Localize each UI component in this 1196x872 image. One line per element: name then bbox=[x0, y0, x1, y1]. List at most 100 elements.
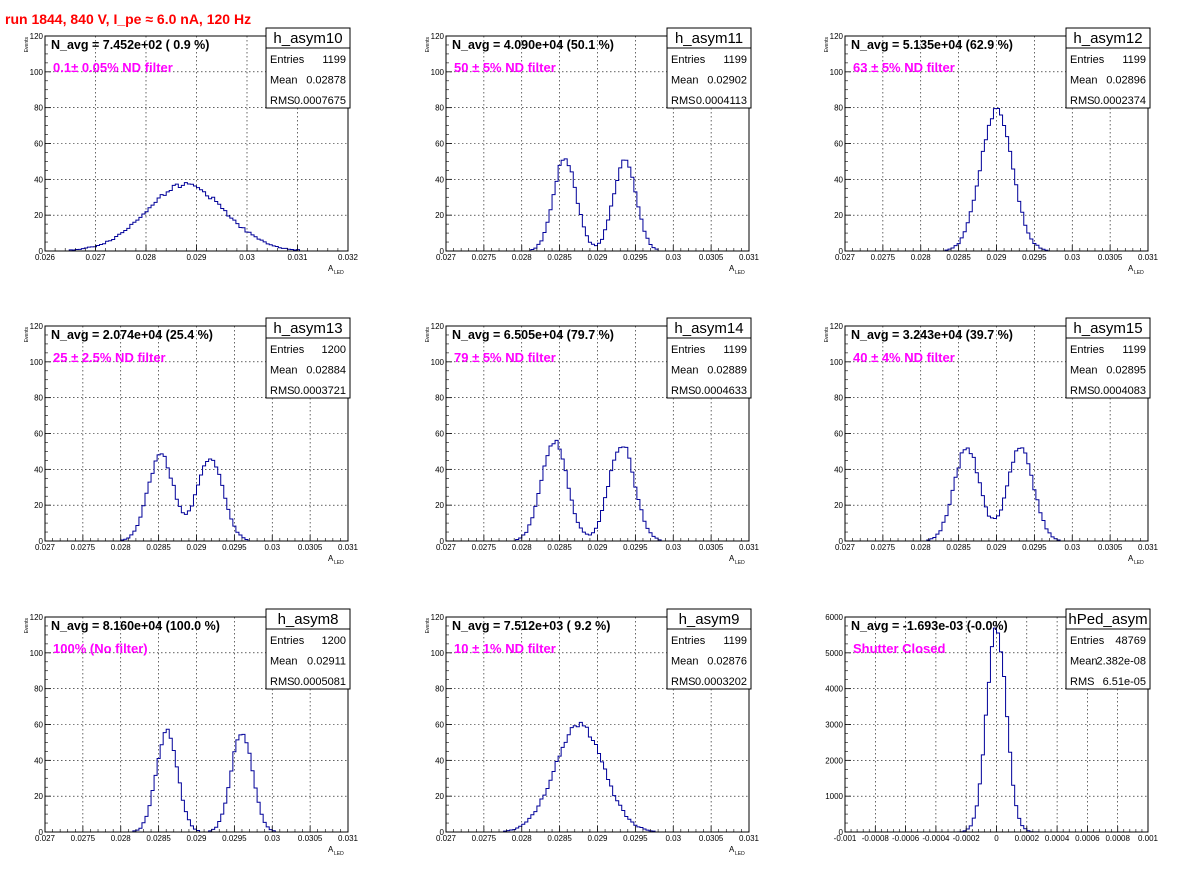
y-tick-label: 0 bbox=[839, 828, 844, 837]
x-axis-title-sub: LED bbox=[1134, 270, 1144, 276]
y-tick-label: 100 bbox=[30, 68, 44, 77]
histogram-name: h_asym11 bbox=[675, 30, 743, 47]
y-tick-label: 6000 bbox=[825, 613, 843, 622]
y-axis-title: Events bbox=[824, 37, 830, 53]
stats-key: RMS bbox=[671, 676, 695, 688]
stats-key: Entries bbox=[671, 54, 706, 66]
y-tick-label: 80 bbox=[34, 394, 43, 403]
x-tick-label: 0.0305 bbox=[298, 834, 323, 843]
stats-value: 0.0003202 bbox=[695, 676, 747, 688]
y-tick-label: 100 bbox=[431, 68, 445, 77]
x-axis-title: A bbox=[729, 554, 735, 563]
filter-label: 79 ± 5% ND filter bbox=[454, 350, 556, 365]
histogram-name: h_asym9 bbox=[679, 611, 740, 628]
x-tick-label: 0.0275 bbox=[472, 253, 497, 262]
y-tick-label: 20 bbox=[34, 792, 43, 801]
x-tick-label: 0.0275 bbox=[71, 543, 96, 552]
x-tick-label: 0.0275 bbox=[472, 543, 497, 552]
x-tick-label: 0.027 bbox=[436, 253, 457, 262]
run-title: run 1844, 840 V, I_pe ≈ 6.0 nA, 120 Hz bbox=[5, 11, 252, 27]
x-tick-label: 0.027 bbox=[85, 253, 106, 262]
filter-label: 50 ± 5% ND filter bbox=[454, 60, 556, 75]
histogram-name: h_asym8 bbox=[278, 611, 339, 628]
stats-value: 1199 bbox=[723, 54, 747, 66]
stats-value: 1199 bbox=[723, 635, 747, 647]
y-tick-label: 0 bbox=[440, 828, 445, 837]
stats-value: 0.0004113 bbox=[696, 95, 747, 107]
y-tick-label: 2000 bbox=[825, 756, 843, 765]
x-axis-title-sub: LED bbox=[334, 560, 344, 566]
y-tick-label: 1000 bbox=[825, 792, 843, 801]
stats-value: 1199 bbox=[723, 344, 747, 356]
stats-key: Entries bbox=[270, 54, 305, 66]
x-tick-label: 0.03 bbox=[665, 253, 681, 262]
x-tick-label: 0.0275 bbox=[472, 834, 497, 843]
x-tick-label: 0.0305 bbox=[699, 253, 724, 262]
x-tick-label: 0.0285 bbox=[547, 543, 572, 552]
x-tick-label: 0.03 bbox=[665, 834, 681, 843]
panel-h_asym11: 0.027 0.0275 0.028 0.0285 0.029 0.0295 0.03 0.0… bbox=[425, 27, 760, 276]
x-tick-label: 0.031 bbox=[338, 834, 359, 843]
x-axis-title: A bbox=[1128, 554, 1134, 563]
histogram-name: h_asym14 bbox=[674, 320, 743, 337]
stats-value: 2.382e-08 bbox=[1096, 656, 1146, 668]
y-tick-label: 20 bbox=[435, 501, 444, 510]
stats-value: 48769 bbox=[1115, 635, 1146, 647]
y-tick-label: 40 bbox=[834, 465, 843, 474]
stats-key: Mean bbox=[1070, 75, 1098, 87]
x-tick-label: 0.027 bbox=[835, 543, 856, 552]
x-tick-label: 0.026 bbox=[35, 253, 56, 262]
x-tick-label: -0.001 bbox=[834, 834, 857, 843]
stats-value: 1199 bbox=[322, 54, 346, 66]
y-tick-label: 120 bbox=[30, 322, 44, 331]
stats-value: 1200 bbox=[322, 635, 346, 647]
y-tick-label: 60 bbox=[435, 721, 444, 730]
stats-key: RMS bbox=[671, 385, 695, 397]
x-tick-label: 0.03 bbox=[264, 834, 280, 843]
x-tick-label: 0.0285 bbox=[946, 543, 971, 552]
x-tick-label: 0.028 bbox=[911, 253, 932, 262]
y-tick-label: 120 bbox=[830, 32, 844, 41]
x-tick-label: 0.0285 bbox=[146, 543, 171, 552]
histogram-name: hPed_asym bbox=[1068, 611, 1147, 628]
stats-key: Entries bbox=[671, 635, 706, 647]
navg-label: N_avg = 3.243e+04 (39.7 %) bbox=[851, 328, 1013, 342]
x-tick-label: 0.03 bbox=[1064, 253, 1080, 262]
stats-key: Mean bbox=[270, 656, 298, 668]
y-tick-label: 100 bbox=[431, 649, 445, 658]
x-axis-title: A bbox=[328, 264, 334, 273]
navg-label: N_avg = -1.693e-03 (-0.0%) bbox=[851, 619, 1008, 633]
y-tick-label: 40 bbox=[834, 175, 843, 184]
y-tick-label: 0 bbox=[440, 537, 445, 546]
x-tick-label: 0.0285 bbox=[946, 253, 971, 262]
stats-key: Mean bbox=[1070, 656, 1098, 668]
x-axis-title: A bbox=[1128, 264, 1134, 273]
stats-key: RMS bbox=[1070, 385, 1094, 397]
stats-value: 0.02876 bbox=[707, 656, 747, 668]
filter-label: 100% (No filter) bbox=[53, 641, 148, 656]
y-axis-title: Events bbox=[824, 327, 830, 343]
x-tick-label: 0.03 bbox=[264, 543, 280, 552]
stats-key: Mean bbox=[671, 365, 699, 377]
filter-label: 0.1± 0.05% ND filter bbox=[53, 60, 173, 75]
y-tick-label: 4000 bbox=[825, 685, 843, 694]
y-tick-label: 60 bbox=[834, 140, 843, 149]
x-tick-label: 0.0002 bbox=[1015, 834, 1040, 843]
stats-key: Entries bbox=[1070, 344, 1105, 356]
stats-box bbox=[666, 27, 752, 109]
stats-value: 0.02902 bbox=[707, 75, 747, 87]
stats-value: 0.0005081 bbox=[294, 676, 346, 688]
x-tick-label: -0.0008 bbox=[862, 834, 890, 843]
y-tick-label: 0 bbox=[39, 247, 44, 256]
x-tick-label: 0.031 bbox=[1138, 543, 1159, 552]
filter-label: 40 ± 4% ND filter bbox=[853, 350, 955, 365]
x-tick-label: 0.0305 bbox=[699, 543, 724, 552]
y-tick-label: 120 bbox=[431, 322, 445, 331]
y-tick-label: 40 bbox=[435, 756, 444, 765]
stats-value: 0.0004083 bbox=[1094, 385, 1146, 397]
y-tick-label: 0 bbox=[39, 828, 44, 837]
y-tick-label: 40 bbox=[435, 175, 444, 184]
x-axis-title-sub: LED bbox=[735, 560, 745, 566]
histogram-line bbox=[845, 107, 1148, 252]
